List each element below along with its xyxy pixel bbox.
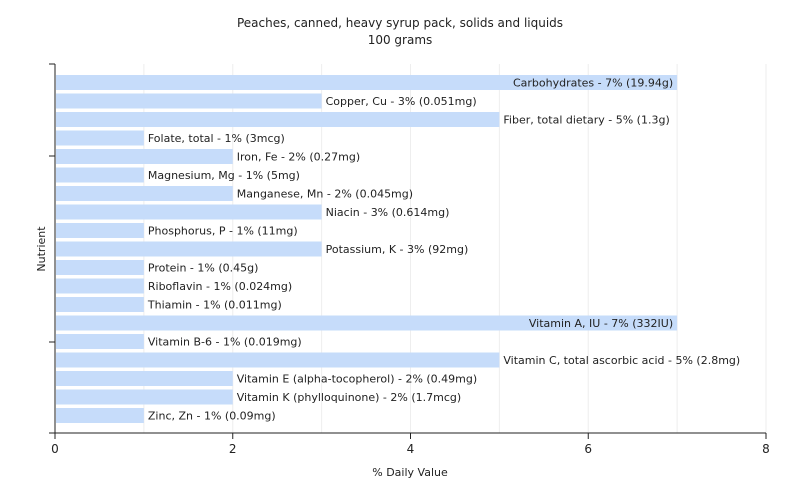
bar-label: Folate, total - 1% (3mcg) (148, 132, 285, 145)
bar-label: Vitamin B-6 - 1% (0.019mg) (148, 336, 302, 349)
bar (56, 315, 678, 331)
bar (56, 75, 678, 90)
bar (56, 93, 322, 109)
bar (56, 389, 233, 405)
bar-label: Magnesium, Mg - 1% (5mg) (148, 169, 300, 182)
bar (56, 167, 144, 183)
bar (56, 260, 144, 275)
bar (56, 149, 233, 164)
bar (56, 371, 233, 386)
chart-title: Peaches, canned, heavy syrup pack, solid… (237, 16, 563, 30)
bar-label: Vitamin C, total ascorbic acid - 5% (2.8… (503, 354, 740, 367)
bar (56, 204, 322, 220)
bar (56, 334, 144, 349)
bar-label: Niacin - 3% (0.614mg) (326, 206, 450, 219)
bar (56, 130, 144, 146)
bar (56, 352, 500, 368)
bar-label: Fiber, total dietary - 5% (1.3g) (503, 114, 669, 127)
bar (56, 297, 144, 312)
bar-label: Iron, Fe - 2% (0.27mg) (237, 151, 360, 164)
bar (56, 408, 144, 423)
bar-label: Carbohydrates - 7% (19.94g) (513, 77, 673, 90)
x-axis-label: % Daily Value (372, 466, 448, 479)
bar (56, 241, 322, 257)
bar-label: Copper, Cu - 3% (0.051mg) (326, 95, 477, 108)
axes-group: 0 2 4 6 8 (49, 63, 770, 456)
bar-label: Zinc, Zn - 1% (0.09mg) (148, 410, 276, 423)
bar-label: Thiamin - 1% (0.011mg) (147, 299, 282, 312)
x-tick-label: 2 (229, 442, 237, 456)
bar-label: Manganese, Mn - 2% (0.045mg) (237, 188, 413, 201)
chart-subtitle: 100 grams (368, 33, 433, 47)
x-tick-label: 4 (407, 442, 415, 456)
bar-label: Vitamin K (phylloquinone) - 2% (1.7mcg) (237, 391, 461, 404)
bar-label: Vitamin A, IU - 7% (332IU) (529, 317, 673, 330)
bar-label: Vitamin E (alpha-tocopherol) - 2% (0.49m… (237, 373, 477, 386)
bar (56, 223, 144, 238)
bar-label: Phosphorus, P - 1% (11mg) (148, 225, 298, 238)
bar-label: Potassium, K - 3% (92mg) (326, 243, 469, 256)
x-tick-label: 0 (51, 442, 59, 456)
bar (56, 112, 500, 127)
x-tick-label: 6 (584, 442, 592, 456)
x-tick-label: 8 (762, 442, 770, 456)
bar-label: Protein - 1% (0.45g) (148, 262, 259, 275)
bar (56, 278, 144, 294)
bar (56, 186, 233, 201)
y-axis-label: Nutrient (35, 226, 48, 272)
bar-label: Riboflavin - 1% (0.024mg) (148, 280, 292, 293)
bars-group: Carbohydrates - 7% (19.94g) Copper, Cu - … (56, 75, 740, 423)
